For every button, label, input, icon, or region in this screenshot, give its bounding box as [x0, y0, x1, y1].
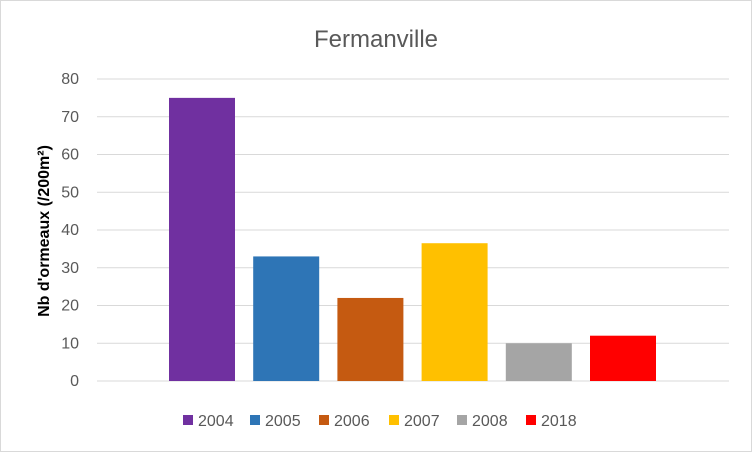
- y-tick-label: 40: [61, 222, 79, 239]
- legend-label: 2018: [541, 413, 577, 430]
- legend-item-2008: 2008: [457, 413, 508, 430]
- legend-label: 2006: [334, 413, 370, 430]
- y-tick-label: 20: [61, 298, 79, 315]
- legend-label: 2005: [265, 413, 301, 430]
- y-tick-label: 30: [61, 260, 79, 277]
- legend-item-2005: 2005: [250, 413, 301, 430]
- y-axis-label: Nb d'ormeaux (/200m²): [36, 145, 53, 317]
- y-tick-label: 80: [61, 71, 79, 88]
- chart-title: Fermanville: [314, 26, 438, 53]
- bar-2006: [337, 297, 404, 381]
- legend-swatch: [319, 415, 329, 425]
- y-tick-label: 60: [61, 147, 79, 164]
- legend-label: 2004: [198, 413, 234, 430]
- legend: 2004 2005 2006 2007 2008 2018: [183, 413, 577, 430]
- legend-swatch: [457, 415, 467, 425]
- legend-swatch: [389, 415, 399, 425]
- bar-2005: [253, 256, 320, 381]
- y-tick-label: 50: [61, 184, 79, 201]
- y-tick-label: 10: [61, 335, 79, 352]
- bar-2008: [505, 343, 572, 381]
- legend-label: 2008: [472, 413, 508, 430]
- y-axis-ticks: 0 10 20 30 40 50 60 70 80: [61, 71, 79, 390]
- bars: [169, 97, 656, 381]
- legend-swatch: [526, 415, 536, 425]
- legend-item-2006: 2006: [319, 413, 370, 430]
- legend-swatch: [250, 415, 260, 425]
- bar-2007: [421, 243, 488, 381]
- y-tick-label: 0: [70, 373, 79, 390]
- legend-label: 2007: [404, 413, 440, 430]
- legend-swatch: [183, 415, 193, 425]
- legend-item-2007: 2007: [389, 413, 440, 430]
- legend-item-2004: 2004: [183, 413, 234, 430]
- bar-2018: [590, 335, 656, 381]
- y-tick-label: 70: [61, 109, 79, 126]
- legend-item-2018: 2018: [526, 413, 577, 430]
- bar-2004: [169, 97, 235, 381]
